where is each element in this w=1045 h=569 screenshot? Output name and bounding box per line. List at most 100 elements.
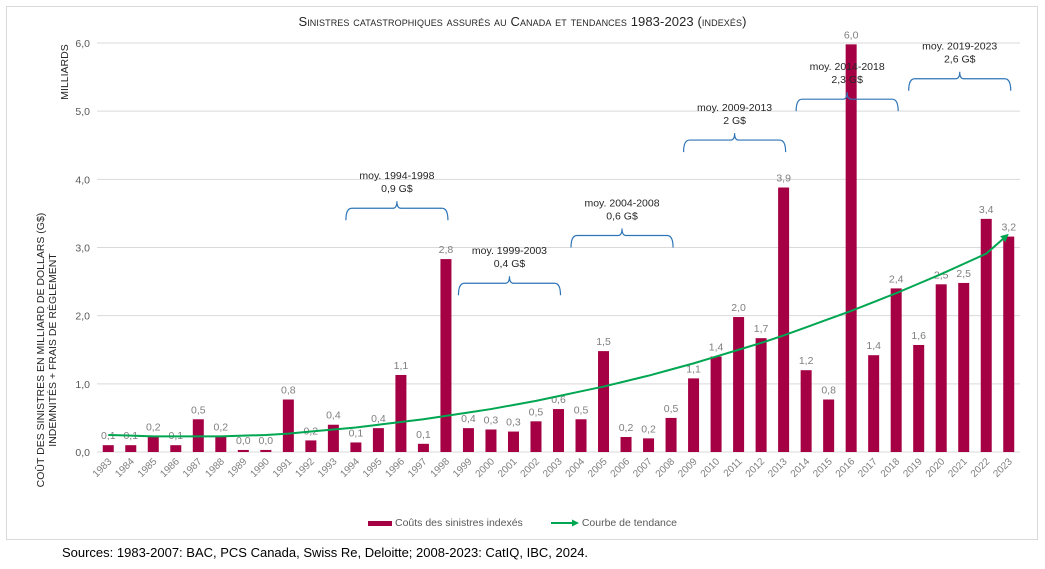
bar-value-label: 0,1 bbox=[101, 430, 116, 442]
bar-value-label: 0,5 bbox=[574, 404, 589, 416]
bar bbox=[327, 424, 339, 452]
x-tick-label: 2016 bbox=[834, 456, 858, 480]
legend-bar-label: Coûts des sinistres indexés bbox=[395, 517, 523, 529]
bar bbox=[913, 344, 925, 452]
source-note: Sources: 1983-2007: BAC, PCS Canada, Swi… bbox=[61, 545, 589, 560]
bar bbox=[665, 417, 677, 452]
bar-value-label: 3,9 bbox=[776, 173, 791, 185]
x-tick-label: 2021 bbox=[946, 456, 970, 480]
bar-value-label: 2,4 bbox=[889, 273, 904, 285]
x-tick-label: 1995 bbox=[361, 456, 385, 480]
x-tick-label: 2010 bbox=[699, 456, 723, 480]
brace-icon bbox=[457, 276, 562, 296]
annotation-average: 2 G$ bbox=[723, 115, 746, 127]
bar-value-label: 3,2 bbox=[1001, 222, 1016, 234]
bar-value-label: 6,0 bbox=[844, 29, 859, 41]
bar bbox=[147, 436, 159, 452]
bar bbox=[237, 449, 249, 452]
x-tick-label: 1985 bbox=[136, 456, 160, 480]
x-tick-label: 2012 bbox=[744, 456, 768, 480]
bar-value-label: 0,5 bbox=[191, 404, 206, 416]
x-tick-label: 2007 bbox=[631, 456, 655, 480]
annotation-average: 2,6 G$ bbox=[944, 54, 976, 66]
y-tick-label: 6,0 bbox=[75, 38, 90, 50]
trend-line bbox=[108, 237, 1005, 438]
bar bbox=[372, 428, 384, 452]
brace-icon bbox=[795, 92, 899, 112]
annotation-period: moy. 2004-2008 bbox=[584, 198, 659, 210]
bar-value-label: 1,1 bbox=[686, 363, 701, 375]
x-tick-label: 2009 bbox=[676, 456, 700, 480]
x-tick-label: 2000 bbox=[474, 456, 498, 480]
bar-value-label: 0,2 bbox=[641, 423, 656, 435]
bar bbox=[170, 445, 182, 452]
bar bbox=[868, 355, 880, 452]
chart-title: Sinistres catastrophiques assurés au Can… bbox=[298, 14, 747, 29]
annotation-period: moy. 1994-1998 bbox=[359, 170, 434, 182]
legend-item-bars: Coûts des sinistres indexés bbox=[368, 517, 523, 529]
bar-value-label: 0,8 bbox=[821, 385, 836, 397]
bar-value-label: 0,5 bbox=[664, 403, 679, 415]
legend: Coûts des sinistres indexés Courbe de te… bbox=[368, 517, 677, 529]
legend-trend-arrow-icon bbox=[550, 519, 579, 527]
bar-value-label: 0,0 bbox=[236, 435, 251, 447]
x-tick-label: 1998 bbox=[429, 456, 453, 480]
x-tick-label: 2003 bbox=[541, 456, 565, 480]
bar bbox=[755, 338, 767, 452]
x-tick-label: 1996 bbox=[384, 456, 408, 480]
x-tick-label: 1986 bbox=[158, 456, 182, 480]
x-tick-label: 1992 bbox=[293, 456, 317, 480]
bar-value-label: 1,7 bbox=[754, 323, 769, 335]
bar bbox=[553, 409, 564, 452]
bar bbox=[958, 282, 970, 452]
bar bbox=[282, 399, 294, 452]
bar bbox=[417, 443, 429, 452]
bar bbox=[507, 431, 519, 452]
annotation-average: 0,9 G$ bbox=[381, 183, 413, 195]
bar-value-label: 0,1 bbox=[416, 429, 431, 441]
bar bbox=[215, 436, 227, 452]
x-tick-label: 2005 bbox=[586, 456, 610, 480]
x-tick-label: 2002 bbox=[519, 456, 543, 480]
legend-item-trend: Courbe de tendance bbox=[550, 517, 677, 529]
y-tick-label: 4,0 bbox=[75, 174, 90, 186]
bar bbox=[598, 351, 610, 452]
bar bbox=[575, 419, 587, 452]
annotation-period: moy. 2009-2013 bbox=[697, 102, 772, 114]
x-tick-label: 2019 bbox=[901, 456, 925, 480]
x-tick-label: 2022 bbox=[969, 456, 993, 480]
x-tick-label: 1994 bbox=[339, 456, 363, 480]
annotation-average: 0,4 G$ bbox=[494, 258, 526, 270]
y-axis-label-line1: COÛT DES SINISTRES EN MILLIARD DE DOLLAR… bbox=[34, 213, 47, 488]
x-tick-label: 1989 bbox=[226, 456, 250, 480]
x-tick-label: 2001 bbox=[496, 456, 520, 480]
bar-value-label: 0,4 bbox=[371, 413, 386, 425]
x-tick-label: 1990 bbox=[248, 456, 272, 480]
bar-value-label: 0,2 bbox=[619, 422, 634, 434]
x-tick-label: 2008 bbox=[654, 456, 678, 480]
x-tick-label: 1997 bbox=[406, 456, 430, 480]
bar bbox=[823, 399, 835, 452]
x-tick-label: 2014 bbox=[789, 456, 813, 480]
bar bbox=[530, 421, 542, 452]
bar bbox=[980, 218, 992, 452]
x-tick-label: 2023 bbox=[991, 456, 1015, 480]
bar-value-label: 0,4 bbox=[326, 410, 341, 422]
x-tick-label: 1993 bbox=[316, 456, 340, 480]
x-tick-label: 2013 bbox=[766, 456, 790, 480]
annotation-period: moy. 2019-2023 bbox=[922, 41, 997, 53]
bar bbox=[935, 284, 947, 452]
x-tick-label: 1983 bbox=[91, 456, 115, 480]
x-tick-label: 2006 bbox=[609, 456, 633, 480]
bar-value-label: 0,2 bbox=[146, 421, 161, 433]
bar-value-label: 0,1 bbox=[349, 427, 364, 439]
x-tick-label: 1987 bbox=[181, 456, 205, 480]
bar bbox=[778, 187, 790, 452]
bar-value-label: 1,5 bbox=[596, 336, 611, 348]
bar-value-label: 1,4 bbox=[866, 340, 881, 352]
